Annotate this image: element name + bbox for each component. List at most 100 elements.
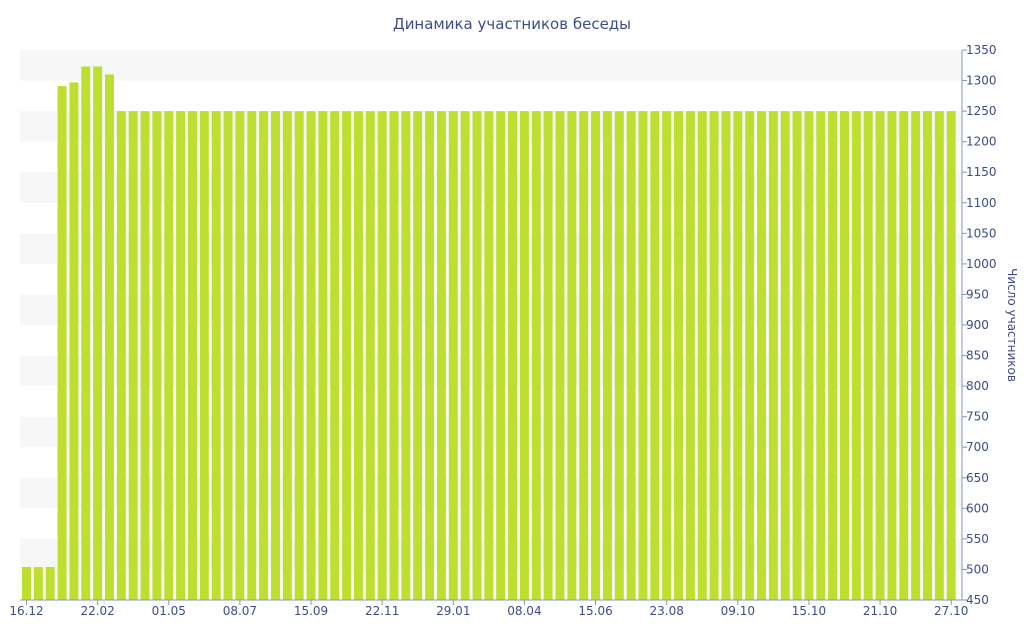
bar [567,111,577,601]
bar [306,111,316,601]
bar [733,111,743,601]
bar [223,111,233,601]
bar [496,111,506,601]
bar [282,111,292,601]
bar [104,74,114,600]
y-tick-label: 500 [966,562,989,576]
bar [211,111,221,601]
bar [140,111,150,601]
y-tick-label: 1100 [966,196,997,210]
bar [840,111,849,601]
bar [591,111,601,601]
bar [508,111,518,601]
y-tick-label: 700 [966,440,989,454]
bar [626,111,636,601]
bar [33,567,43,600]
x-tick-label: 15.09 [294,604,328,618]
bar [531,111,541,601]
y-tick-label: 1200 [966,135,997,149]
chart-title: Динамика участников беседы [393,15,631,33]
bars [22,66,956,601]
bar [377,111,387,601]
bar [579,111,589,601]
bar [757,111,767,601]
bar [448,111,458,601]
y-tick-label: 1250 [966,104,997,118]
bar [57,86,67,600]
bar [721,111,731,601]
bar [543,111,553,601]
bar [780,111,790,601]
y-axis-label: Число участников [1005,268,1019,382]
bar [342,111,352,601]
y-tick-label: 950 [966,287,989,301]
grid-band [20,50,962,81]
x-tick-label: 09.10 [721,604,755,618]
bar [922,111,932,601]
bar [709,111,719,601]
bar [685,111,695,601]
bar [152,111,162,601]
bar [828,111,838,601]
bar [81,66,91,600]
bar [353,111,363,601]
bar [697,111,707,601]
x-tick-label: 27.10 [934,604,968,618]
bar [365,111,375,601]
bar [270,111,280,601]
bar [614,111,624,601]
bar [887,111,897,601]
bar [638,111,648,601]
bar [602,111,612,601]
y-tick-label: 850 [966,349,989,363]
bar [484,111,494,601]
x-tick-label: 23.08 [649,604,683,618]
y-tick-label: 600 [966,501,989,515]
bar [650,111,660,601]
y-tick-label: 1050 [966,226,997,240]
y-tick-label: 1300 [966,74,997,88]
y-tick-label: 750 [966,410,989,424]
bar [318,111,328,601]
bar [662,111,672,601]
y-tick-label: 900 [966,318,989,332]
x-tick-label: 22.02 [80,604,114,618]
y-tick-label: 1350 [966,43,997,57]
bar [389,111,399,601]
bar [460,111,470,601]
bar [401,111,411,601]
y-tick-label: 650 [966,471,989,485]
y-tick-label: 1150 [966,165,997,179]
bar [946,111,956,601]
bar [768,111,778,601]
bar [187,111,197,601]
y-axis-ticks: 450 500 550 600 650 700 750 800 850 900 950 1000 105… [962,43,997,607]
x-axis-ticks: 16.12 22.02 01.05 08.07 15.09 22.11 29.01 08.04… [9,600,968,618]
bar [555,111,565,601]
bar [899,111,909,601]
bar [934,111,944,601]
bar [116,111,126,601]
bar [519,111,529,601]
y-tick-label: 450 [966,593,989,607]
bar [330,111,340,601]
x-tick-label: 08.04 [507,604,541,618]
x-tick-label: 15.10 [792,604,826,618]
bar [294,111,304,601]
bar [792,111,802,601]
bar [863,111,873,601]
bar [745,111,755,601]
x-tick-label: 22.11 [365,604,399,618]
x-tick-label: 21.10 [863,604,897,618]
bar [176,111,186,601]
y-tick-label: 800 [966,379,989,393]
bar [259,111,269,601]
bar [22,567,31,600]
bar [164,111,174,601]
x-tick-label: 01.05 [152,604,186,618]
bar [413,111,423,601]
bar [199,111,209,601]
bar [804,111,814,601]
x-tick-label: 08.07 [223,604,257,618]
